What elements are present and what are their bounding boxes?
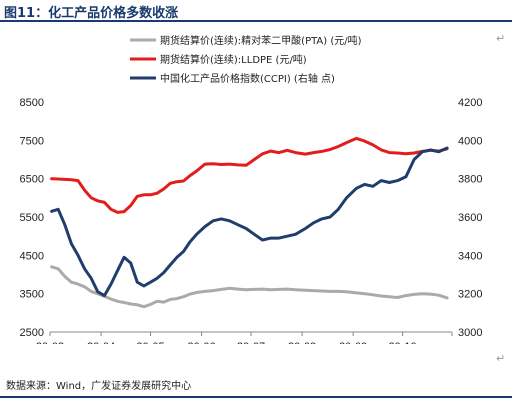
x-tick-label-0: 20-03 [36, 341, 64, 344]
y-left-tick-label-6: 8500 [20, 97, 44, 109]
chart: 期货结算价(连续):精对苯二甲酸(PTA) (元/吨) 期货结算价(连续):LLD… [0, 22, 512, 344]
return-mark-bottom: ↵ [496, 352, 505, 365]
y-left-tick-label-1: 3500 [20, 289, 44, 301]
x-tick-label-5: 20-08 [288, 341, 316, 344]
legend-label-1: 期货结算价(连续):LLDPE (元/吨) [160, 53, 307, 66]
x-tick-label-1: 20-04 [87, 341, 115, 344]
y-left-tick-label-5: 7500 [20, 135, 44, 147]
y-right-tick-label-3: 3600 [458, 212, 482, 224]
x-tick-label-2: 20-05 [136, 341, 164, 344]
x-tick-label-7: 20-10 [389, 341, 417, 344]
x-tick-label-3: 20-06 [188, 341, 216, 344]
series-layer [52, 138, 448, 306]
y-right-tick-label-4: 3800 [458, 174, 482, 186]
y-right-tick-label-6: 4200 [458, 97, 482, 109]
series-line-1 [52, 138, 448, 212]
legend-label-0: 期货结算价(连续):精对苯二甲酸(PTA) (元/吨) [160, 34, 362, 47]
y-left-tick-label-0: 2500 [20, 327, 44, 339]
y-right-tick-label-1: 3200 [458, 289, 482, 301]
y-right-tick-label-2: 3400 [458, 250, 482, 262]
figure-title: 图11：化工产品价格多数收涨 [4, 2, 178, 21]
y-right-tick-label-5: 4000 [458, 135, 482, 147]
legend: 期货结算价(连续):精对苯二甲酸(PTA) (元/吨) 期货结算价(连续):LLD… [130, 34, 362, 85]
y-left-tick-label-4: 6500 [20, 174, 44, 186]
series-line-2 [52, 148, 448, 296]
x-tick-label-6: 20-09 [339, 341, 367, 344]
x-tick-label-4: 20-07 [237, 341, 265, 344]
y-right-tick-label-0: 3000 [458, 327, 482, 339]
axes: 20-03 20-04 20-05 20-06 20-07 20-08 20-09 20-10… [20, 97, 483, 344]
source-note: 数据来源：Wind，广发证券发展研究中心 [6, 377, 191, 392]
footer-rule [0, 396, 512, 398]
legend-label-2: 中国化工产品价格指数(CCPI) (右轴 点) [160, 72, 335, 85]
y-left-tick-label-3: 5500 [20, 212, 44, 224]
y-left-tick-label-2: 4500 [20, 250, 44, 262]
